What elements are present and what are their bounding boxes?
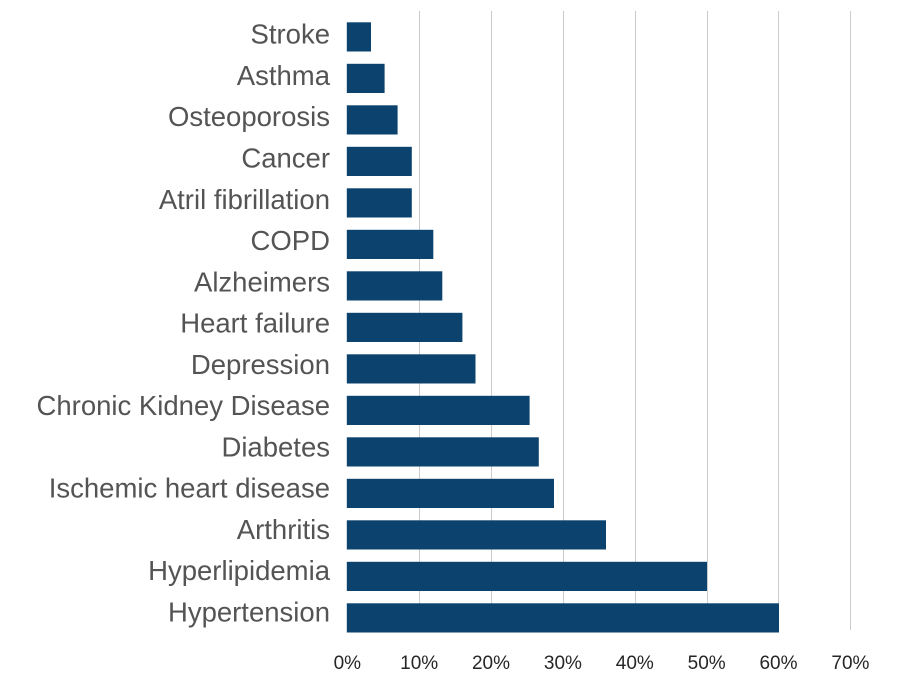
svg-text:20%: 20% <box>472 653 510 674</box>
svg-text:Arthritis: Arthritis <box>237 514 330 545</box>
svg-text:Stroke: Stroke <box>251 19 330 50</box>
svg-text:Chronic Kidney Disease: Chronic Kidney Disease <box>37 390 330 421</box>
svg-text:COPD: COPD <box>251 225 330 256</box>
svg-text:70%: 70% <box>831 653 869 674</box>
svg-text:Cancer: Cancer <box>241 143 330 174</box>
svg-text:Heart failure: Heart failure <box>180 308 330 339</box>
svg-text:50%: 50% <box>688 653 726 674</box>
svg-text:Atril fibrillation: Atril fibrillation <box>159 184 330 215</box>
svg-text:Hyperlipidemia: Hyperlipidemia <box>148 555 331 586</box>
svg-text:Depression: Depression <box>191 349 330 380</box>
svg-text:Diabetes: Diabetes <box>221 431 330 462</box>
svg-text:Asthma: Asthma <box>237 60 331 91</box>
svg-text:10%: 10% <box>400 653 438 674</box>
svg-text:40%: 40% <box>616 653 654 674</box>
svg-text:Osteoporosis: Osteoporosis <box>168 101 330 132</box>
svg-text:60%: 60% <box>759 653 797 674</box>
svg-text:Hypertension: Hypertension <box>168 597 330 628</box>
svg-text:Ischemic heart disease: Ischemic heart disease <box>49 473 330 504</box>
svg-text:0%: 0% <box>334 653 362 674</box>
svg-text:30%: 30% <box>544 653 582 674</box>
svg-text:Alzheimers: Alzheimers <box>194 266 330 297</box>
